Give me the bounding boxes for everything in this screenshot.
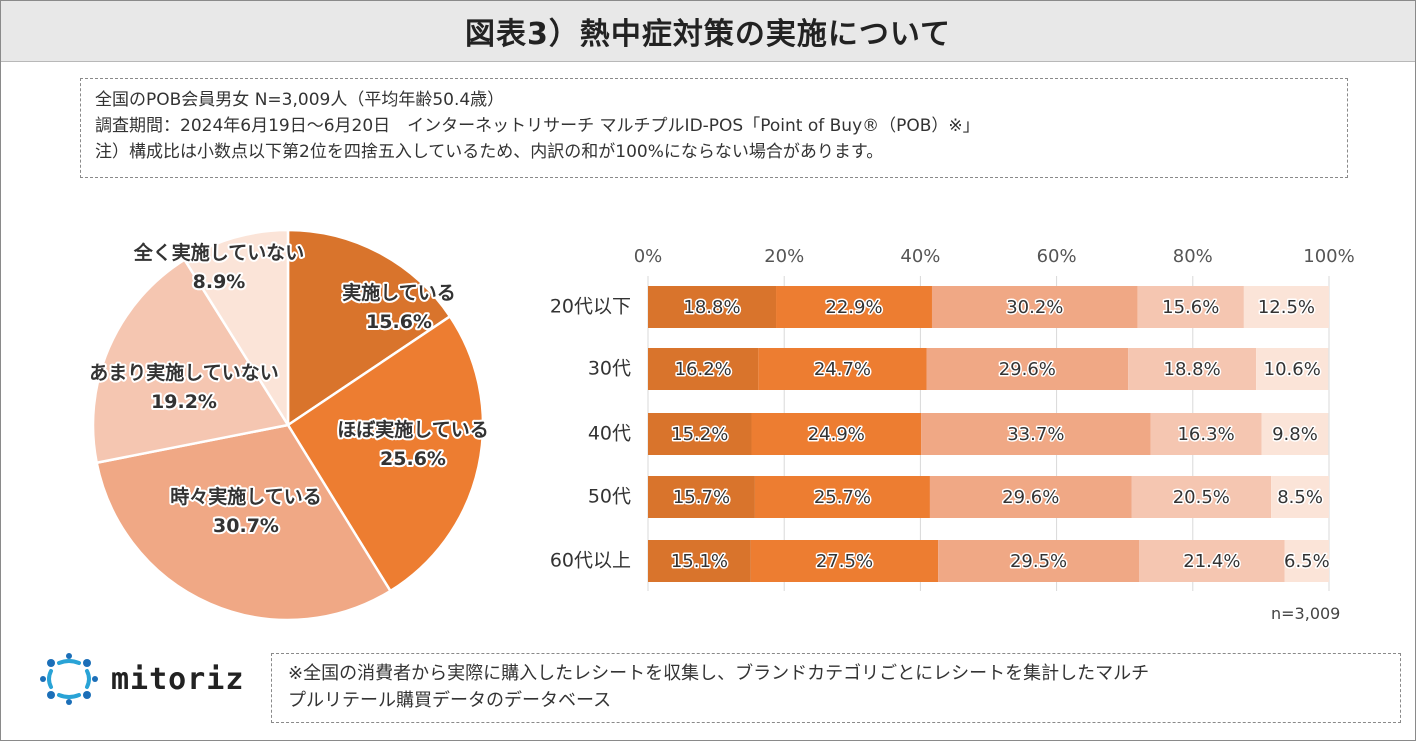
figure-title: 図表3）熱中症対策の実施について (465, 17, 951, 52)
bar-label-r3-s3: 33.7% (1007, 424, 1064, 445)
bar-segment-r5-s2 (750, 540, 939, 582)
bar-label-r1-s5: 12.5% (1258, 297, 1315, 318)
bar-segment-r4-s2 (754, 476, 930, 518)
x-tick-label-5: 100% (1303, 246, 1354, 267)
x-tick-label-2: 40% (900, 246, 940, 267)
bar-segment-r2-s4 (1128, 348, 1257, 390)
bar-segment-r4-s3 (929, 476, 1132, 518)
pie-value-5: 8.9% (193, 271, 246, 293)
bar-label-r3-s5: 9.8% (1272, 424, 1318, 445)
bar-segment-r1-s5 (1243, 286, 1329, 328)
pie-slice-2 (286, 314, 485, 593)
pie-slice-4 (91, 257, 291, 465)
pie-label-4: あまり実施していない (89, 361, 278, 384)
bar-segment-r3-s2 (751, 413, 922, 455)
chart-canvas: 実施している 15.6% ほぼ実施している 25.6% 時々実施している 30.7% あまり… (87, 228, 1355, 622)
category-label-5: 60代以上 (550, 550, 631, 572)
category-label-2: 30代 (588, 358, 631, 380)
pie-value-3: 30.7% (213, 515, 279, 537)
bar-segment-r3-s1 (648, 413, 752, 455)
survey-info-line-1: 全国のPOB会員男女 N=3,009人（平均年齢50.4歳） (95, 90, 505, 110)
category-label-1: 20代以下 (550, 296, 631, 318)
bar-segment-r3-s5 (1261, 413, 1329, 455)
survey-info-box: 全国のPOB会員男女 N=3,009人（平均年齢50.4歳） 調査期間：2024… (80, 78, 1348, 178)
pie-slice-5 (182, 228, 290, 430)
sample-size-note: n=3,009 (1271, 604, 1341, 623)
survey-info-line-2: 調査期間：2024年6月19日～6月20日 インターネットリサーチ マルチプルI… (95, 116, 980, 136)
bar-segment-r4-s5 (1271, 476, 1329, 518)
bar-label-r1-s3: 30.2% (1006, 297, 1063, 318)
bar-label-r5-s4: 21.4% (1183, 551, 1240, 572)
bar-segment-r2-s5 (1256, 348, 1329, 390)
pie-label-1: 実施している (342, 281, 455, 304)
bar-segment-r2-s1 (648, 348, 759, 390)
bar-label-r2-s3: 29.6% (999, 359, 1056, 380)
pie-chart: 実施している 15.6% ほぼ実施している 25.6% 時々実施している 30.7% あまり… (87, 228, 491, 622)
survey-info-line-3: 注）構成比は小数点以下第2位を四捨五入しているため、内訳の和が100%にならない… (95, 142, 884, 162)
pie-label-5: 全く実施していない (133, 241, 304, 264)
bar-label-r2-s1: 16.2% (675, 359, 732, 380)
bar-label-r4-s5: 8.5% (1277, 487, 1323, 508)
bar-label-r2-s2: 24.7% (814, 359, 871, 380)
bar-label-r4-s4: 20.5% (1173, 487, 1230, 508)
bar-label-r2-s5: 10.6% (1264, 359, 1321, 380)
pie-value-2: 25.6% (380, 448, 446, 470)
bar-segment-r1-s3 (931, 286, 1138, 328)
bar-label-r1-s1: 18.8% (683, 297, 740, 318)
x-tick-label-1: 20% (764, 246, 804, 267)
bar-segment-r5-s3 (938, 540, 1140, 582)
pie-slice-3 (95, 423, 393, 622)
x-tick-label-3: 60% (1037, 246, 1077, 267)
bar-label-r4-s1: 15.7% (673, 487, 730, 508)
bar-segment-r5-s4 (1139, 540, 1285, 582)
bar-label-r5-s1: 15.1% (671, 551, 728, 572)
bar-label-r5-s2: 27.5% (816, 551, 873, 572)
bar-label-r3-s4: 16.3% (1177, 424, 1234, 445)
bar-segment-r5-s1 (648, 540, 751, 582)
bar-segment-r1-s2 (776, 286, 932, 328)
bar-segment-r2-s3 (926, 348, 1129, 390)
x-tick-label-0: 0% (634, 246, 663, 267)
bar-label-r4-s3: 29.6% (1002, 487, 1059, 508)
bar-label-r4-s2: 25.7% (814, 487, 871, 508)
category-label-4: 50代 (588, 486, 631, 508)
bar-segment-r1-s4 (1137, 286, 1244, 328)
pie-value-1: 15.6% (366, 311, 432, 333)
bar-segment-r1-s1 (648, 286, 777, 328)
mitoriz-logo-icon (40, 653, 98, 705)
pie-value-4: 19.2% (151, 391, 217, 413)
bar-segment-r4-s4 (1131, 476, 1272, 518)
mitoriz-logo-text: mitoriz (111, 661, 245, 697)
x-tick-label-4: 80% (1173, 246, 1213, 267)
pie-slice-1 (286, 228, 452, 428)
bar-segment-r4-s1 (648, 476, 755, 518)
bar-label-r1-s4: 15.6% (1162, 297, 1219, 318)
bar-label-r3-s1: 15.2% (671, 424, 728, 445)
bar-label-r3-s2: 24.9% (808, 424, 865, 445)
bar-segment-r5-s5 (1284, 540, 1329, 582)
pie-label-2: ほぼ実施している (337, 418, 488, 441)
bar-label-r5-s3: 29.5% (1010, 551, 1067, 572)
bar-segment-r3-s4 (1150, 413, 1262, 455)
footnote-line-2: プルリテール購買データのデータベース (288, 690, 612, 711)
pie-label-3: 時々実施している (170, 485, 321, 508)
stacked-bar-chart: 0% 20% 40% 60% 80% 100% 20代以下 18.8% 22.9% 30.2% 15… (550, 246, 1355, 591)
footnote-line-1: ※全国の消費者から実際に購入したレシートを収集し、ブランドカテゴリごとにレシート… (288, 663, 1150, 684)
bar-label-r5-s5: 6.5% (1284, 551, 1330, 572)
bar-segment-r3-s3 (921, 413, 1151, 455)
mitoriz-logo: mitoriz (37, 653, 244, 705)
title-bar: 図表3）熱中症対策の実施について (1, 1, 1415, 62)
category-label-3: 40代 (588, 423, 631, 445)
bar-label-r1-s2: 22.9% (825, 297, 882, 318)
bar-segment-r2-s2 (758, 348, 927, 390)
bar-label-r2-s4: 18.8% (1164, 359, 1221, 380)
footnote-box: ※全国の消費者から実際に購入したレシートを収集し、ブランドカテゴリごとにレシート… (271, 653, 1401, 723)
